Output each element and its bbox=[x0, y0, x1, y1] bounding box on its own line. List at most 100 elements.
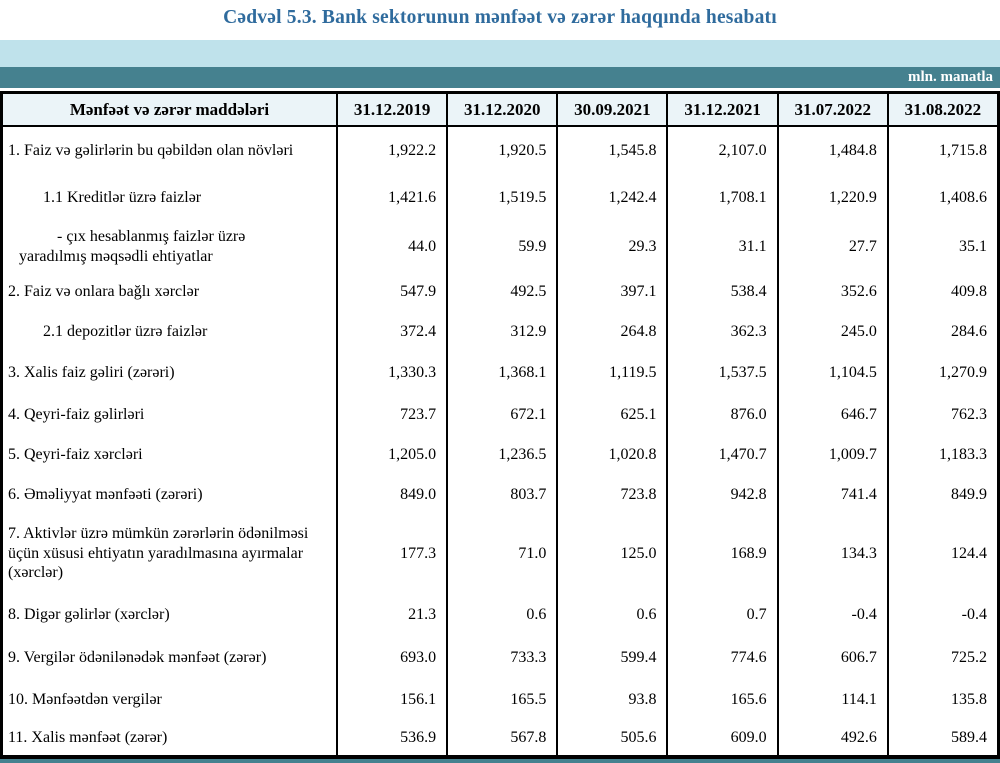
table-row: 1.1 Kreditlər üzrə faizlər 1,421.6 1,519.5… bbox=[3, 174, 997, 221]
cell-value: 849.9 bbox=[886, 475, 997, 515]
cell-value: 725.2 bbox=[886, 637, 997, 679]
table-row: - çıx hesablanmış faizlər üzrə yaradılmı… bbox=[3, 221, 997, 272]
cell-value: -0.4 bbox=[886, 592, 997, 637]
cell-value: 1,545.8 bbox=[556, 127, 666, 174]
cell-value: 0.6 bbox=[556, 592, 666, 637]
cell-value: 0.6 bbox=[446, 592, 556, 637]
cell-value: 156.1 bbox=[336, 679, 446, 720]
cell-value: 1,408.6 bbox=[886, 174, 997, 221]
cell-value: 762.3 bbox=[886, 394, 997, 435]
cell-value: 646.7 bbox=[776, 394, 887, 435]
cell-value: 625.1 bbox=[556, 394, 666, 435]
row-label: 3. Xalis faiz gəliri (zərəri) bbox=[8, 364, 175, 382]
cell-value: 397.1 bbox=[556, 272, 666, 312]
cell-value: 1,009.7 bbox=[776, 435, 887, 475]
table-row: 8. Digər gəlirlər (xərclər) 21.3 0.6 0.6 0.7… bbox=[3, 592, 997, 637]
row-label: 4. Qeyri-faiz gəlirləri bbox=[8, 405, 145, 423]
row-label: 8. Digər gəlirlər (xərclər) bbox=[8, 605, 170, 623]
row-label: 6. Əməliyyat mənfəəti (zərəri) bbox=[8, 486, 203, 504]
cell-value: 1,220.9 bbox=[776, 174, 887, 221]
cell-value: -0.4 bbox=[776, 592, 887, 637]
cell-value: 1,205.0 bbox=[336, 435, 446, 475]
cell-value: 1,537.5 bbox=[666, 352, 776, 394]
cell-value: 312.9 bbox=[446, 312, 556, 352]
row-label: 5. Qeyri-faiz xərcləri bbox=[8, 446, 143, 464]
table-row: 10. Mənfəətdən vergilər 156.1 165.5 93.8 165… bbox=[3, 679, 997, 720]
cell-value: 1,715.8 bbox=[886, 127, 997, 174]
cell-value: 0.7 bbox=[666, 592, 776, 637]
cell-value: 165.6 bbox=[666, 679, 776, 720]
column-header-date: 31.12.2020 bbox=[446, 94, 556, 125]
cell-value: 538.4 bbox=[666, 272, 776, 312]
cell-value: 606.7 bbox=[776, 637, 887, 679]
table-row: 1. Faiz və gəlirlərin bu qəbildən olan n… bbox=[3, 127, 997, 174]
cell-value: 1,922.2 bbox=[336, 127, 446, 174]
cell-value: 599.4 bbox=[556, 637, 666, 679]
cell-value: 59.9 bbox=[446, 221, 556, 272]
cell-value: 2,107.0 bbox=[666, 127, 776, 174]
cell-value: 165.5 bbox=[446, 679, 556, 720]
cell-value: 1,183.3 bbox=[886, 435, 997, 475]
cell-value: 35.1 bbox=[886, 221, 997, 272]
cell-value: 492.6 bbox=[776, 720, 887, 755]
profit-loss-table: Mənfəət və zərər maddələri 31.12.2019 31… bbox=[0, 91, 1000, 759]
cell-value: 264.8 bbox=[556, 312, 666, 352]
cell-value: 21.3 bbox=[336, 592, 446, 637]
cell-value: 536.9 bbox=[336, 720, 446, 755]
cell-value: 849.0 bbox=[336, 475, 446, 515]
cell-value: 774.6 bbox=[666, 637, 776, 679]
table-row: 4. Qeyri-faiz gəlirləri 723.7 672.1 625.1 87… bbox=[3, 394, 997, 435]
cell-value: 672.1 bbox=[446, 394, 556, 435]
cell-value: 505.6 bbox=[556, 720, 666, 755]
cell-value: 1,020.8 bbox=[556, 435, 666, 475]
cell-value: 609.0 bbox=[666, 720, 776, 755]
page-title: Cədvəl 5.3. Bank sektorunun mənfəət və z… bbox=[223, 7, 777, 28]
unit-band: mln. manatla bbox=[0, 67, 1000, 88]
cell-value: 567.8 bbox=[446, 720, 556, 755]
table-row: 3. Xalis faiz gəliri (zərəri) 1,330.3 1,36… bbox=[3, 352, 997, 394]
cell-value: 589.4 bbox=[886, 720, 997, 755]
cell-value: 723.7 bbox=[336, 394, 446, 435]
row-label: 2. Faiz və onlara bağlı xərclər bbox=[8, 283, 200, 301]
cell-value: 1,368.1 bbox=[446, 352, 556, 394]
table-row: 2.1 depozitlər üzrə faizlər 372.4 312.9 264… bbox=[3, 312, 997, 352]
cell-value: 492.5 bbox=[446, 272, 556, 312]
cell-value: 803.7 bbox=[446, 475, 556, 515]
cell-value: 1,270.9 bbox=[886, 352, 997, 394]
cell-value: 44.0 bbox=[336, 221, 446, 272]
table-row: 5. Qeyri-faiz xərcləri 1,205.0 1,236.5 1,02… bbox=[3, 435, 997, 475]
cell-value: 1,119.5 bbox=[556, 352, 666, 394]
cell-value: 876.0 bbox=[666, 394, 776, 435]
cell-value: 942.8 bbox=[666, 475, 776, 515]
row-label: 11. Xalis mənfəət (zərər) bbox=[8, 728, 168, 746]
cell-value: 1,708.1 bbox=[666, 174, 776, 221]
cell-value: 1,242.4 bbox=[556, 174, 666, 221]
cell-value: 1,236.5 bbox=[446, 435, 556, 475]
cell-value: 733.3 bbox=[446, 637, 556, 679]
cell-value: 547.9 bbox=[336, 272, 446, 312]
table-row: 11. Xalis mənfəət (zərər) 536.9 567.8 505.6… bbox=[3, 720, 997, 755]
cell-value: 29.3 bbox=[556, 221, 666, 272]
title-bar: Cədvəl 5.3. Bank sektorunun mənfəət və z… bbox=[0, 0, 1000, 40]
row-label: - çıx hesablanmış faizlər üzrə yaradılmı… bbox=[19, 227, 246, 265]
table-body: 1. Faiz və gəlirlərin bu qəbildən olan n… bbox=[3, 127, 997, 755]
band-table-gap bbox=[0, 88, 1000, 91]
table-row: 6. Əməliyyat mənfəəti (zərəri) 849.0 803.7… bbox=[3, 475, 997, 515]
cell-value: 114.1 bbox=[776, 679, 887, 720]
row-label: 2.1 depozitlər üzrə faizlər bbox=[43, 323, 208, 341]
column-header-date: 31.07.2022 bbox=[776, 94, 887, 125]
cell-value: 1,421.6 bbox=[336, 174, 446, 221]
decor-band-light bbox=[0, 40, 1000, 67]
cell-value: 134.3 bbox=[776, 515, 887, 592]
cell-value: 135.8 bbox=[886, 679, 997, 720]
cell-value: 1,920.5 bbox=[446, 127, 556, 174]
row-label: 1. Faiz və gəlirlərin bu qəbildən olan n… bbox=[8, 141, 294, 159]
cell-value: 177.3 bbox=[336, 515, 446, 592]
row-label: 9. Vergilər ödənilənədək mənfəət (zərər) bbox=[8, 649, 267, 667]
cell-value: 372.4 bbox=[336, 312, 446, 352]
table-row: 2. Faiz və onlara bağlı xərclər 547.9 492.… bbox=[3, 272, 997, 312]
table-row: 9. Vergilər ödənilənədək mənfəət (zərər)… bbox=[3, 637, 997, 679]
decor-band-bottom bbox=[0, 759, 1000, 763]
cell-value: 93.8 bbox=[556, 679, 666, 720]
